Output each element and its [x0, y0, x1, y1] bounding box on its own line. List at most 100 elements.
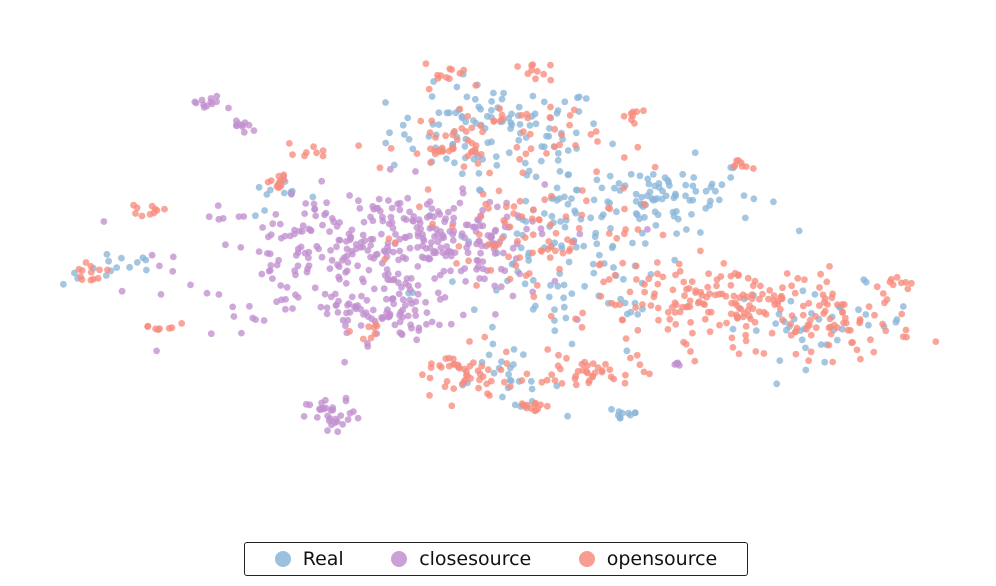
point-opensource	[552, 247, 559, 255]
point-opensource	[819, 291, 827, 299]
point-real	[126, 263, 133, 271]
point-real	[862, 311, 870, 318]
point-opensource	[512, 262, 520, 270]
point-real	[541, 210, 548, 217]
point-real	[655, 180, 663, 187]
point-closesource	[509, 292, 517, 300]
point-real	[798, 336, 806, 344]
point-opensource	[484, 366, 492, 374]
point-closesource	[409, 217, 417, 225]
point-opensource	[547, 103, 554, 111]
point-real	[60, 280, 67, 288]
point-real	[662, 192, 670, 200]
point-real	[382, 99, 389, 106]
point-opensource	[465, 257, 472, 265]
point-closesource	[364, 313, 372, 320]
point-closesource	[402, 216, 410, 224]
point-opensource	[532, 399, 540, 407]
point-opensource	[529, 61, 537, 69]
point-real	[458, 170, 466, 178]
point-real	[686, 197, 694, 204]
point-closesource	[337, 412, 345, 419]
point-real	[560, 294, 567, 302]
point-opensource	[479, 128, 486, 136]
point-opensource	[547, 221, 554, 229]
point-real	[795, 227, 803, 235]
point-real	[568, 340, 576, 348]
point-real	[564, 412, 571, 420]
point-real	[526, 122, 534, 129]
point-opensource	[472, 149, 480, 157]
point-real	[386, 129, 393, 137]
point-closesource	[229, 303, 237, 311]
point-opensource	[487, 266, 495, 274]
point-closesource	[385, 197, 392, 204]
point-opensource	[713, 276, 721, 283]
point-closesource	[215, 215, 223, 223]
point-opensource	[632, 262, 640, 270]
point-real	[729, 325, 737, 333]
point-closesource	[388, 204, 396, 212]
point-closesource	[222, 241, 229, 249]
point-closesource	[428, 205, 436, 213]
point-closesource	[367, 242, 375, 249]
point-closesource	[359, 275, 366, 283]
point-real	[564, 147, 572, 154]
point-real	[659, 187, 666, 195]
point-opensource	[453, 136, 461, 144]
point-opensource	[523, 401, 531, 409]
point-closesource	[240, 213, 248, 220]
point-opensource	[871, 311, 878, 319]
point-opensource	[449, 223, 456, 230]
point-opensource	[650, 293, 658, 301]
point-opensource	[791, 289, 799, 297]
point-closesource	[463, 244, 470, 251]
point-closesource	[431, 275, 438, 282]
legend-item-real: Real	[274, 548, 344, 570]
point-opensource	[742, 331, 750, 339]
point-closesource	[383, 295, 390, 303]
point-closesource	[342, 397, 350, 405]
point-opensource	[566, 121, 573, 129]
point-opensource	[285, 140, 293, 147]
point-real	[516, 121, 524, 128]
point-closesource	[383, 266, 391, 273]
point-opensource	[568, 238, 576, 246]
point-opensource	[817, 270, 824, 278]
point-opensource	[556, 265, 563, 273]
point-opensource	[672, 320, 680, 328]
point-closesource	[300, 413, 308, 420]
point-real	[507, 119, 515, 127]
point-opensource	[816, 302, 823, 309]
point-real	[255, 183, 263, 191]
point-opensource	[455, 243, 463, 250]
point-real	[636, 172, 644, 180]
point-opensource	[477, 213, 485, 220]
point-closesource	[441, 218, 448, 226]
point-real	[634, 311, 642, 318]
point-closesource	[357, 305, 365, 313]
point-real	[266, 186, 274, 194]
point-opensource	[572, 372, 580, 380]
point-closesource	[324, 427, 331, 434]
point-real	[596, 251, 603, 259]
point-opensource	[856, 316, 864, 323]
point-opensource	[178, 320, 186, 327]
point-closesource	[404, 194, 412, 202]
point-closesource	[394, 270, 402, 278]
point-real	[787, 297, 795, 305]
point-real	[463, 93, 471, 101]
point-opensource	[639, 301, 646, 308]
point-opensource	[475, 384, 482, 392]
point-opensource	[805, 357, 812, 364]
point-opensource	[865, 303, 873, 310]
point-real	[573, 243, 580, 251]
point-opensource	[391, 239, 399, 246]
point-closesource	[331, 419, 339, 427]
point-opensource	[546, 114, 554, 121]
point-real	[461, 143, 469, 150]
point-real	[488, 98, 495, 105]
point-closesource	[157, 291, 165, 298]
point-opensource	[543, 376, 551, 384]
point-closesource	[491, 227, 499, 235]
